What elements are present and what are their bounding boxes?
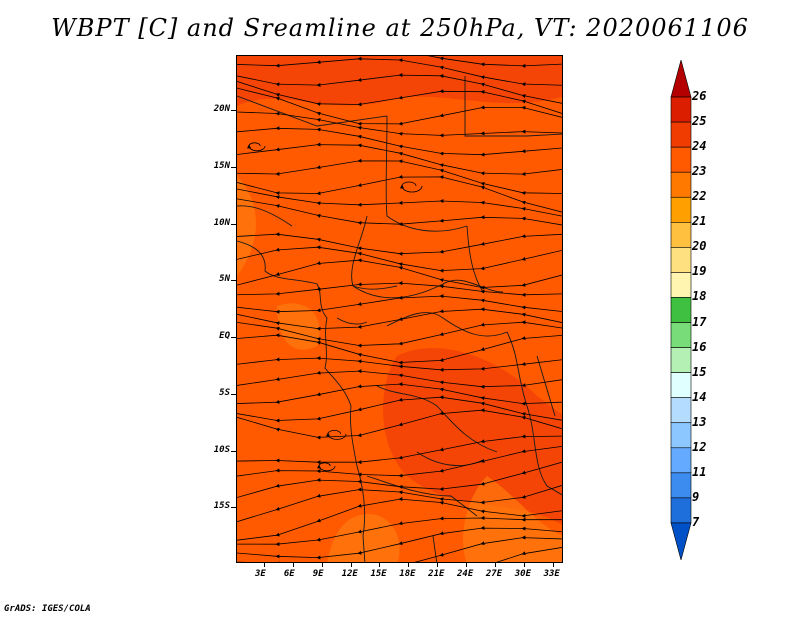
lat-tick-mark xyxy=(231,393,236,395)
lon-tick-mark xyxy=(292,563,294,567)
lon-tick-label: 9E xyxy=(312,569,324,579)
colorbar-label: 16 xyxy=(692,339,707,354)
colorbar-label: 23 xyxy=(692,164,707,179)
lat-tick-mark xyxy=(231,337,236,338)
colorbar-segment xyxy=(670,322,692,348)
colorbar-label: 22 xyxy=(692,189,707,204)
colorbar-label: 17 xyxy=(692,314,707,329)
lon-tick-label: 33E xyxy=(543,569,560,579)
colorbar-segment xyxy=(670,146,692,173)
colorbar-segment xyxy=(670,121,692,148)
lon-tick-mark xyxy=(523,563,525,567)
lat-tick-label: 20N xyxy=(213,104,230,114)
lon-tick-mark xyxy=(379,563,381,567)
colorbar-segment xyxy=(670,96,692,123)
colorbar-segment xyxy=(670,472,692,499)
map-panel xyxy=(236,55,563,563)
border-line xyxy=(536,355,556,417)
colorbar-label: 14 xyxy=(692,389,707,404)
lon-tick-mark xyxy=(321,563,323,567)
lon-tick-mark xyxy=(350,563,352,567)
lon-tick-mark xyxy=(494,563,496,567)
map-svg xyxy=(237,56,562,562)
lon-tick-mark xyxy=(552,563,554,567)
streamline xyxy=(237,356,562,372)
lat-tick-label: 15N xyxy=(213,160,230,171)
lat-tick-label: 5S xyxy=(219,387,230,398)
colorbar-label: 19 xyxy=(692,264,707,279)
lon-tick-label: 3E xyxy=(255,569,266,579)
lon-tick-label: 15E xyxy=(370,569,387,579)
colorbar-label: 11 xyxy=(692,464,707,479)
colorbar-label: 15 xyxy=(692,364,707,379)
lon-tick-label: 24E xyxy=(457,569,474,579)
lat-tick-mark xyxy=(231,450,236,452)
lat-tick-label: EQ xyxy=(219,331,230,341)
streamline xyxy=(316,462,336,472)
lat-tick-mark xyxy=(231,110,236,111)
lat-tick-mark xyxy=(231,280,236,282)
lon-tick-label: 21E xyxy=(428,569,445,579)
colorbar-label: 26 xyxy=(692,89,707,104)
lat-tick-mark xyxy=(231,166,236,168)
colorbar-segment xyxy=(670,497,692,524)
colorbar-label: 20 xyxy=(692,239,707,254)
lon-tick-mark xyxy=(466,563,468,567)
lon-tick-label: 27E xyxy=(485,569,503,579)
streamline xyxy=(325,430,347,440)
colorbar-label: 7 xyxy=(692,514,700,529)
lat-tick-label: 15S xyxy=(213,501,230,512)
lat-tick-mark xyxy=(231,223,236,225)
lon-tick-label: 12E xyxy=(341,569,358,579)
colorbar-segment xyxy=(670,422,692,449)
streamline xyxy=(237,408,562,440)
lat-tick-label: 5N xyxy=(219,274,230,285)
streamline xyxy=(237,535,562,562)
colorbar-segment xyxy=(670,372,692,398)
colorbar-label: 12 xyxy=(692,439,707,454)
streamline xyxy=(237,281,562,297)
colorbar-segment xyxy=(670,447,692,474)
lon-tick-mark xyxy=(264,563,265,567)
streamline xyxy=(246,142,266,152)
streamline xyxy=(237,461,562,498)
colorbar-segment xyxy=(670,196,692,223)
lon-tick-label: 30E xyxy=(514,569,531,579)
colorbar-bottom-arrow xyxy=(670,522,692,560)
credit-text: GrADS: IGES/COLA xyxy=(4,604,91,614)
colorbar-segment xyxy=(670,397,692,424)
streamline xyxy=(275,547,562,562)
colorbar-label: 25 xyxy=(692,114,707,129)
colorbar-segment xyxy=(670,171,692,198)
lat-tick-label: 10S xyxy=(213,444,230,455)
colorbar-label: 18 xyxy=(692,289,707,304)
colorbar-segment xyxy=(670,347,692,373)
colorbar-label: 9 xyxy=(692,489,700,504)
lat-tick-mark xyxy=(231,507,236,509)
colorbar-segment xyxy=(670,297,692,323)
streamlines xyxy=(237,56,562,562)
lon-tick-mark xyxy=(408,563,410,567)
streamline xyxy=(399,181,423,193)
colorbar-segment xyxy=(670,247,692,273)
colorbar-segment xyxy=(670,222,692,248)
chart-title: WBPT [C] and Sreamline at 250hPa, VT: 20… xyxy=(51,14,749,42)
streamline xyxy=(237,198,562,227)
lat-tick-label: 10N xyxy=(213,217,230,228)
colorbar xyxy=(670,60,692,560)
lon-tick-label: 18E xyxy=(399,569,416,579)
colorbar-label: 13 xyxy=(692,414,707,429)
colorbar-label: 24 xyxy=(692,139,707,154)
lon-tick-mark xyxy=(437,563,439,567)
colorbar-top-arrow xyxy=(670,60,692,98)
lon-tick-label: 6E xyxy=(283,569,295,579)
colorbar-label: 21 xyxy=(692,214,707,229)
colorbar-segment xyxy=(670,272,692,298)
